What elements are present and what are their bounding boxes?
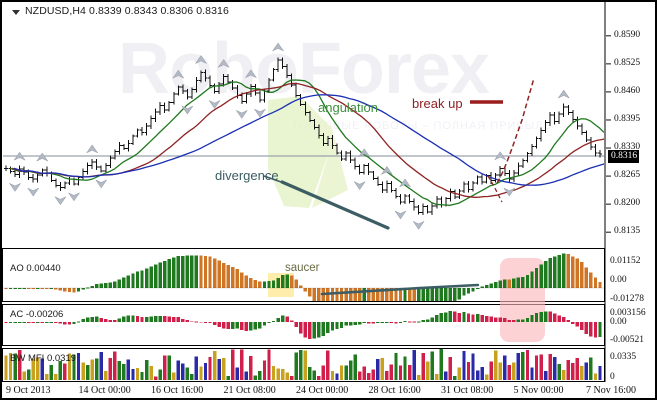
price-tick-label: 0.8200: [614, 198, 641, 209]
indicator-tick-label: 0.0335: [610, 352, 637, 362]
time-tick-label: 14 Oct 00:00: [78, 385, 131, 396]
indicator-tick-label: 0: [610, 372, 615, 382]
annotation-break-up: break up: [412, 96, 463, 111]
price-tick-label: 0.8525: [614, 57, 641, 68]
time-tick-label: 9 Oct 2013: [6, 385, 51, 396]
broker-watermark-sub: ТОРГОВЫЕ РОБОТЫ – ПОЛНАЯ ПРИБЫЛЬ: [292, 120, 552, 132]
price-tick-label: 0.8265: [614, 170, 641, 181]
chevron-down-icon[interactable]: [12, 10, 20, 15]
indicator-tick-label: -0.01278: [610, 294, 645, 304]
bwmfi-panel: [2, 348, 605, 382]
time-tick-label: 28 Oct 16:00: [368, 385, 421, 396]
indicator-tick-label: -0.00521: [610, 335, 645, 345]
time-tick-label: 5 Nov 00:00: [513, 385, 564, 396]
ao-indicator-label: AO 0.00440: [10, 263, 61, 274]
price-tick-label: 0.8460: [614, 85, 641, 96]
annotation-divergence: divergence: [215, 168, 279, 183]
price-tick-label: 0.8135: [614, 226, 641, 237]
indicator-tick-label: 0.00: [610, 317, 627, 327]
time-tick-label: 21 Oct 08:00: [223, 385, 276, 396]
time-tick-label: 31 Oct 08:00: [441, 385, 494, 396]
ac-indicator-label: AC -0.00206: [10, 309, 64, 320]
signal-highlight: [500, 258, 545, 342]
price-tick-label: 0.8590: [614, 29, 641, 40]
annotation-angulation: angulation: [318, 100, 378, 115]
saucer-highlight: [268, 273, 294, 297]
time-tick-label: 16 Oct 16:00: [151, 385, 204, 396]
indicator-tick-label: 0.00: [610, 275, 627, 285]
price-tick-label: 0.8395: [614, 113, 641, 124]
current-price-badge: 0.8316: [608, 150, 640, 163]
indicator-tick-label: 0.01152: [610, 256, 641, 266]
time-tick-label: 24 Oct 00:00: [296, 385, 349, 396]
bwmfi-indicator-label: BW MFI 0.0319: [10, 353, 76, 364]
time-tick-label: 7 Nov 16:00: [586, 385, 636, 396]
annotation-saucer: saucer: [285, 262, 320, 274]
symbol-header: NZDUSD,H4 0.8339 0.8343 0.8306 0.8316: [25, 5, 229, 17]
price-tick-label: 0.8330: [614, 142, 641, 153]
indicator-tick-label: 0.003156: [610, 308, 646, 318]
